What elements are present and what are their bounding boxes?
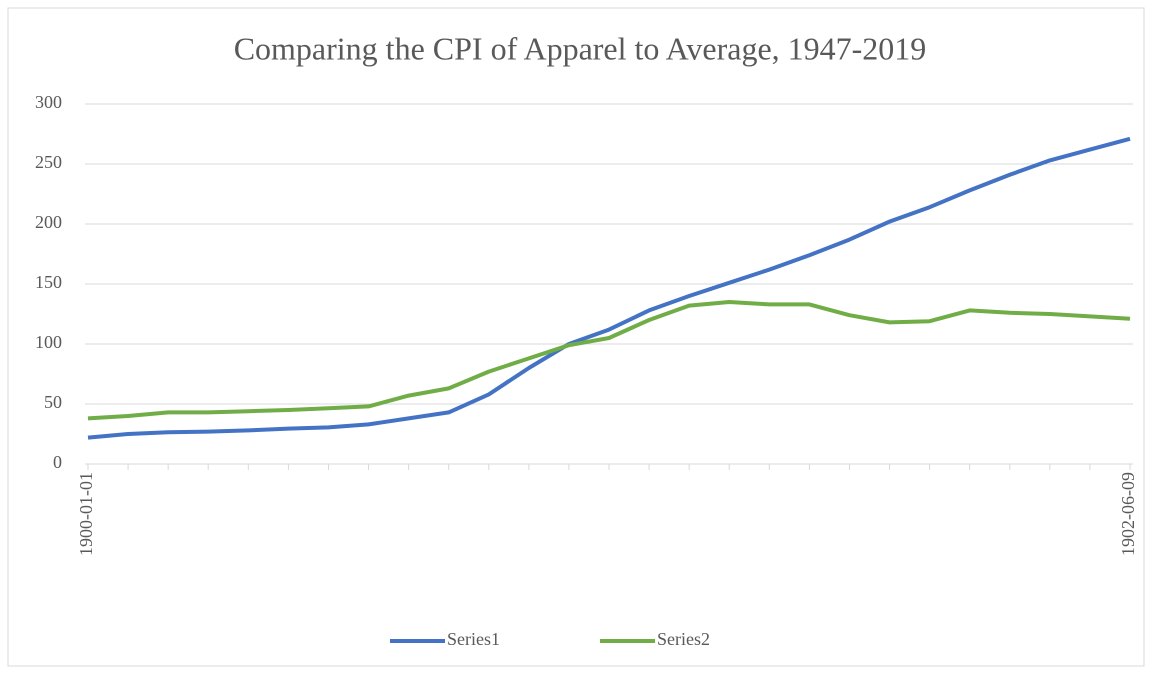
series-line bbox=[87, 136, 1131, 440]
y-tick-label: 0 bbox=[53, 452, 62, 472]
y-tick-label: 50 bbox=[44, 392, 62, 412]
legend-label: Series2 bbox=[657, 629, 710, 649]
x-tick-label: 1902-06-09 bbox=[1118, 472, 1138, 556]
series-line bbox=[87, 300, 1131, 421]
x-tick-label: 1900-01-01 bbox=[76, 472, 96, 556]
y-tick-label: 100 bbox=[35, 332, 62, 352]
y-tick-label: 300 bbox=[35, 92, 62, 112]
y-tick-label: 200 bbox=[35, 212, 62, 232]
y-tick-label: 150 bbox=[35, 272, 62, 292]
y-tick-label: 250 bbox=[35, 152, 62, 172]
chart-title: Comparing the CPI of Apparel to Average,… bbox=[234, 30, 927, 66]
chart-frame bbox=[7, 7, 1145, 667]
legend-label: Series1 bbox=[447, 629, 500, 649]
